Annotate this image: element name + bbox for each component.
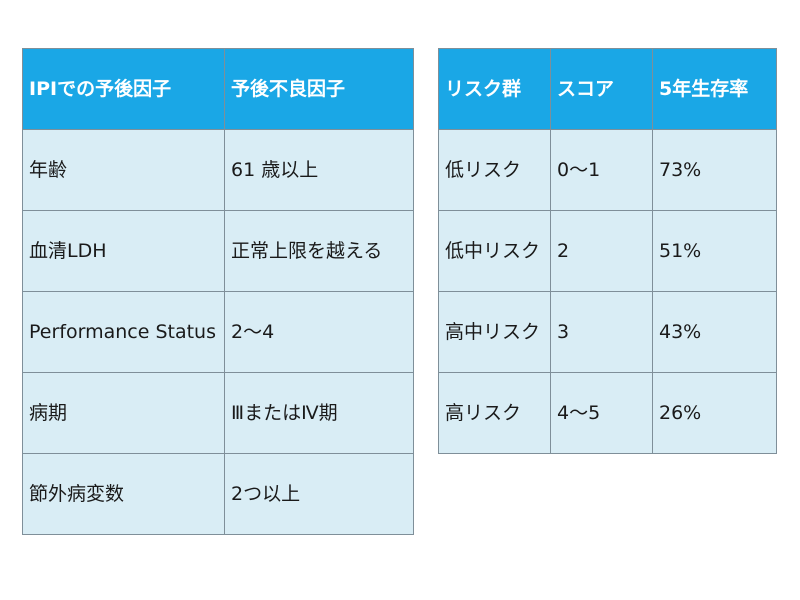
- table-header-row: リスク群 スコア 5年生存率: [438, 48, 777, 130]
- column-header-adverse-factor: 予後不良因子: [224, 48, 414, 130]
- factor-name-cell: Performance Status: [22, 291, 225, 373]
- factor-name-cell: 病期: [22, 372, 225, 454]
- table-row: 年齢 61 歳以上: [22, 129, 414, 211]
- table-row: 節外病変数 2つ以上: [22, 453, 414, 535]
- table-header-row: IPIでの予後因子 予後不良因子: [22, 48, 414, 130]
- prognostic-factors-table: IPIでの予後因子 予後不良因子 年齢 61 歳以上 血清LDH 正常上限を越え…: [22, 48, 414, 535]
- survival-cell: 26%: [652, 372, 777, 454]
- column-header-risk-group: リスク群: [438, 48, 551, 130]
- score-cell: 2: [550, 210, 653, 292]
- column-header-survival: 5年生存率: [652, 48, 777, 130]
- factor-criterion-cell: ⅢまたはⅣ期: [224, 372, 414, 454]
- factor-criterion-cell: 2～4: [224, 291, 414, 373]
- factor-name-cell: 年齢: [22, 129, 225, 211]
- table-row: 高リスク 4～5 26%: [438, 372, 777, 454]
- table-row: 高中リスク 3 43%: [438, 291, 777, 373]
- risk-group-table: リスク群 スコア 5年生存率 低リスク 0～1 73% 低中リスク 2 51% …: [438, 48, 777, 454]
- risk-group-cell: 低中リスク: [438, 210, 551, 292]
- table-row: Performance Status 2～4: [22, 291, 414, 373]
- score-cell: 3: [550, 291, 653, 373]
- score-cell: 0～1: [550, 129, 653, 211]
- factor-criterion-cell: 2つ以上: [224, 453, 414, 535]
- table-row: 低リスク 0～1 73%: [438, 129, 777, 211]
- factor-criterion-cell: 正常上限を越える: [224, 210, 414, 292]
- risk-group-cell: 高リスク: [438, 372, 551, 454]
- factor-name-cell: 節外病変数: [22, 453, 225, 535]
- survival-cell: 51%: [652, 210, 777, 292]
- factor-name-cell: 血清LDH: [22, 210, 225, 292]
- table-row: 血清LDH 正常上限を越える: [22, 210, 414, 292]
- risk-group-cell: 低リスク: [438, 129, 551, 211]
- table-row: 病期 ⅢまたはⅣ期: [22, 372, 414, 454]
- survival-cell: 43%: [652, 291, 777, 373]
- score-cell: 4～5: [550, 372, 653, 454]
- table-row: 低中リスク 2 51%: [438, 210, 777, 292]
- risk-group-cell: 高中リスク: [438, 291, 551, 373]
- column-header-score: スコア: [550, 48, 653, 130]
- factor-criterion-cell: 61 歳以上: [224, 129, 414, 211]
- survival-cell: 73%: [652, 129, 777, 211]
- column-header-prognostic-factor: IPIでの予後因子: [22, 48, 225, 130]
